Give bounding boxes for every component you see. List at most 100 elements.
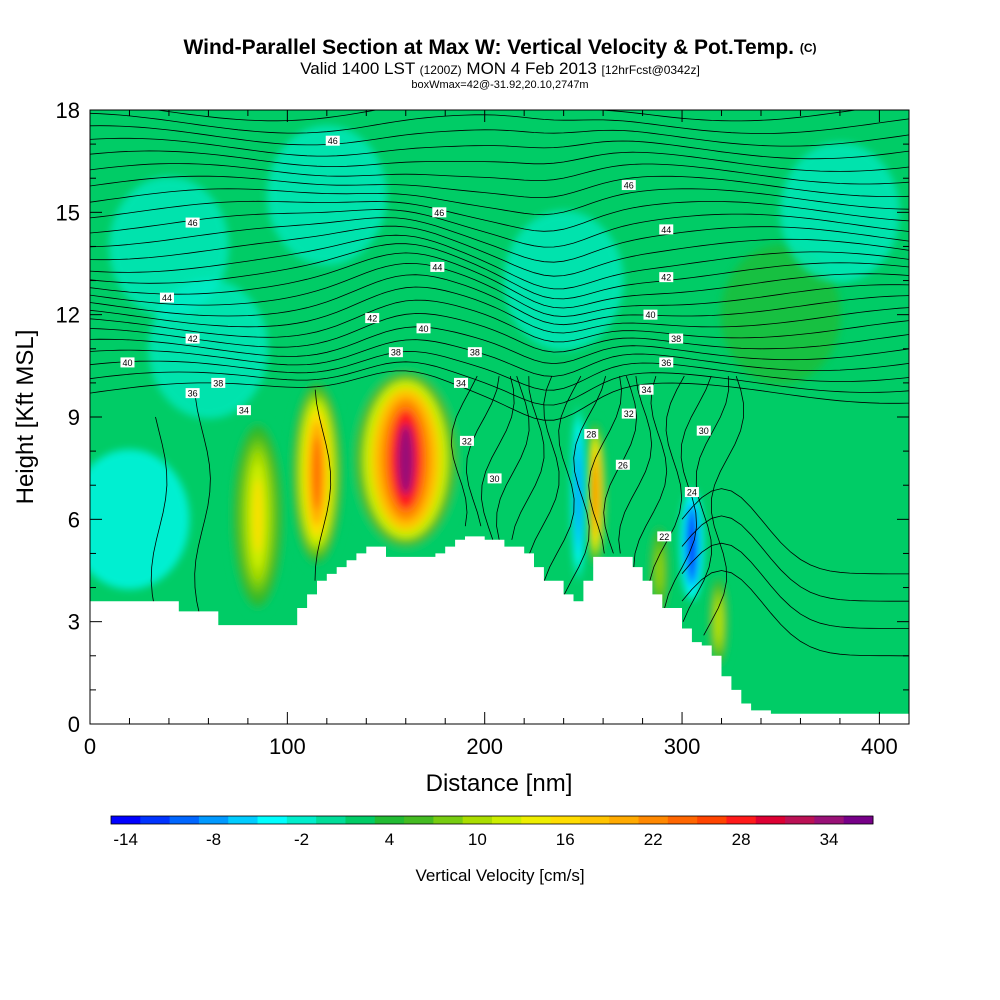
colorbar-swatch: [345, 816, 376, 824]
colorbar-swatch: [228, 816, 259, 824]
velocity-band: [716, 602, 721, 642]
contour-label: 36: [185, 388, 200, 399]
contour-label: 46: [432, 207, 447, 218]
y-tick-label: 0: [68, 712, 80, 737]
contour-label: 46: [185, 217, 200, 228]
contour-label: 44: [159, 292, 174, 303]
contour-label-bg: [684, 487, 699, 498]
colorbar-tick-label: -2: [294, 830, 309, 849]
background-patch: [90, 449, 190, 590]
contour-label-bg: [584, 429, 599, 440]
colorbar-tick-label: 4: [385, 830, 394, 849]
y-tick-label: 9: [68, 405, 80, 430]
theta-contour: [649, 375, 685, 581]
theta-contour: [154, 110, 859, 122]
contour-label-bg: [487, 473, 502, 484]
theta-contour: [90, 351, 909, 391]
contour-label: 46: [621, 180, 636, 191]
theta-contour: [529, 375, 560, 554]
velocity-band: [312, 436, 322, 511]
background-patch: [720, 244, 841, 385]
x-tick-label: 400: [861, 734, 898, 759]
colorbar-swatch: [374, 816, 405, 824]
x-tick-label: 100: [269, 734, 306, 759]
colorbar-tick-label: 10: [468, 830, 487, 849]
velocity-band: [593, 464, 597, 523]
theta-contour: [90, 163, 909, 185]
theta-contour: [511, 376, 545, 540]
theta-contour: [90, 299, 909, 343]
contour-label-text: 46: [328, 136, 338, 146]
colorbar-tick-label: 16: [556, 830, 575, 849]
contour-label-text: 24: [687, 488, 697, 498]
x-tick-label: 300: [664, 734, 701, 759]
colorbar-frame: [110, 815, 874, 825]
theta-contour: [90, 200, 909, 232]
contour-label-bg: [454, 377, 469, 388]
theta-contour: [481, 376, 515, 540]
colorbar-swatch: [667, 816, 698, 824]
contour-label-bg: [659, 224, 674, 235]
contour-label-text: 42: [367, 314, 377, 324]
theta-contour: [90, 175, 909, 198]
colorbar-swatch: [638, 816, 669, 824]
contour-label-bg: [621, 180, 636, 191]
contour-label-text: 44: [432, 262, 442, 272]
contour-label-text: 38: [213, 378, 223, 388]
contour-label-bg: [696, 425, 711, 436]
theta-contour: [90, 361, 909, 406]
theta-contour: [90, 262, 909, 317]
contour-label: 38: [211, 377, 226, 388]
theta-contour: [90, 137, 909, 160]
theta-contour: [681, 515, 909, 602]
valid-prefix: Valid 1400 LST: [300, 59, 415, 78]
colorbar-swatch: [697, 816, 727, 824]
theta-contour: [150, 416, 168, 609]
contour-label-text: 34: [642, 385, 652, 395]
colorbar-label: Vertical Velocity [cm/s]: [415, 866, 584, 885]
theta-contour: [90, 252, 909, 309]
contour-label-bg: [120, 357, 135, 368]
theta-contour: [90, 370, 909, 421]
contour-label: 34: [454, 377, 469, 388]
colorbar-swatch: [814, 816, 845, 824]
colorbar-tick-label: 28: [732, 830, 751, 849]
contour-labels: 46 46 46 46 44 44 44 42 42 42 40 40 40 38 38 38 38 36 36 34…: [120, 135, 711, 542]
theta-contour: [90, 150, 909, 172]
contour-label-text: 36: [188, 389, 198, 399]
contour-label-bg: [211, 377, 226, 388]
theta-contour: [496, 375, 530, 540]
contour-label: 42: [185, 333, 200, 344]
contour-label-text: 40: [645, 310, 655, 320]
contour-label: 28: [584, 429, 599, 440]
contour-label: 40: [416, 323, 431, 334]
contour-label-text: 32: [462, 436, 472, 446]
velocity-band: [657, 551, 662, 590]
chart-title-text: Wind-Parallel Section at Max W: Vertical…: [183, 36, 794, 59]
colorbar-swatch: [521, 816, 552, 824]
contour-label-bg: [432, 207, 447, 218]
theta-contour: [90, 112, 909, 134]
contour-label-bg: [659, 272, 674, 283]
contour-label-bg: [657, 531, 672, 542]
contour-label-bg: [621, 408, 636, 419]
velocity-feature-updraft-255: [583, 417, 608, 571]
contour-label-bg: [159, 292, 174, 303]
valid-time-line: Valid 1400 LST (1200Z) MON 4 Feb 2013 [1…: [0, 60, 1000, 79]
colorbar-swatch: [755, 816, 786, 824]
x-axis: 0 100 200 300 400: [84, 110, 898, 759]
theta-contour: [194, 396, 211, 615]
contour-label-text: 40: [419, 324, 429, 334]
velocity-band: [397, 424, 415, 496]
theta-contour: [90, 188, 909, 216]
contour-label-text: 34: [456, 378, 466, 388]
colorbar-swatch: [111, 816, 141, 824]
contour-label-bg: [416, 323, 431, 334]
contour-label-text: 22: [659, 532, 669, 542]
contour-label: 34: [639, 384, 654, 395]
contour-label-bg: [325, 135, 340, 146]
contour-label-bg: [643, 309, 658, 320]
theta-contour: [618, 376, 653, 554]
contour-label: 30: [487, 473, 502, 484]
